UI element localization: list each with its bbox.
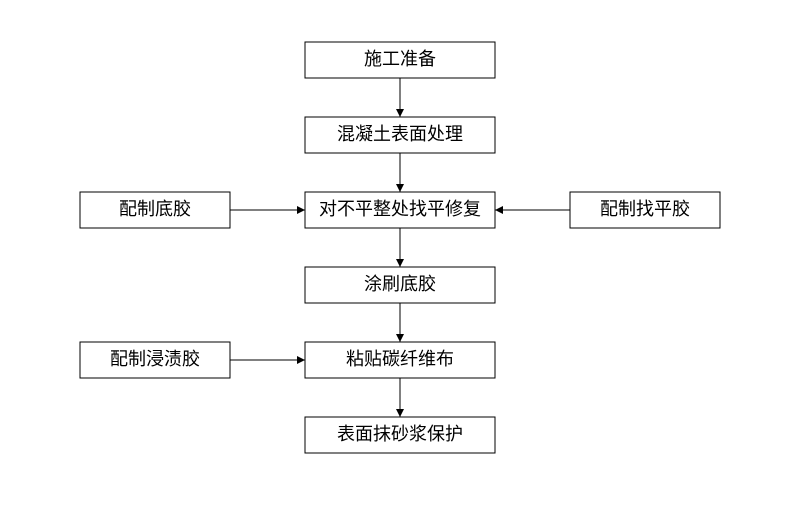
- flow-node-s3: 配制浸渍胶: [80, 342, 230, 378]
- flow-node-s2: 配制找平胶: [570, 192, 720, 228]
- flow-node-n6: 表面抹砂浆保护: [305, 417, 495, 453]
- flow-node-label: 施工准备: [364, 49, 436, 69]
- flow-node-label: 表面抹砂浆保护: [337, 424, 463, 444]
- flow-node-n2: 混凝土表面处理: [305, 117, 495, 153]
- flow-node-label: 配制底胶: [119, 199, 191, 219]
- flow-node-label: 粘贴碳纤维布: [346, 349, 454, 369]
- flow-node-n4: 涂刷底胶: [305, 267, 495, 303]
- flow-node-label: 涂刷底胶: [364, 274, 436, 294]
- flow-node-n3: 对不平整处找平修复: [305, 192, 495, 228]
- flow-node-label: 混凝土表面处理: [337, 124, 463, 144]
- flowchart-canvas: 施工准备混凝土表面处理对不平整处找平修复涂刷底胶粘贴碳纤维布表面抹砂浆保护 配制底…: [0, 0, 800, 530]
- flow-node-s1: 配制底胶: [80, 192, 230, 228]
- flow-node-n1: 施工准备: [305, 42, 495, 78]
- flow-node-label: 对不平整处找平修复: [319, 199, 481, 219]
- flow-node-n5: 粘贴碳纤维布: [305, 342, 495, 378]
- flow-node-label: 配制找平胶: [600, 199, 690, 219]
- flow-node-label: 配制浸渍胶: [110, 349, 200, 369]
